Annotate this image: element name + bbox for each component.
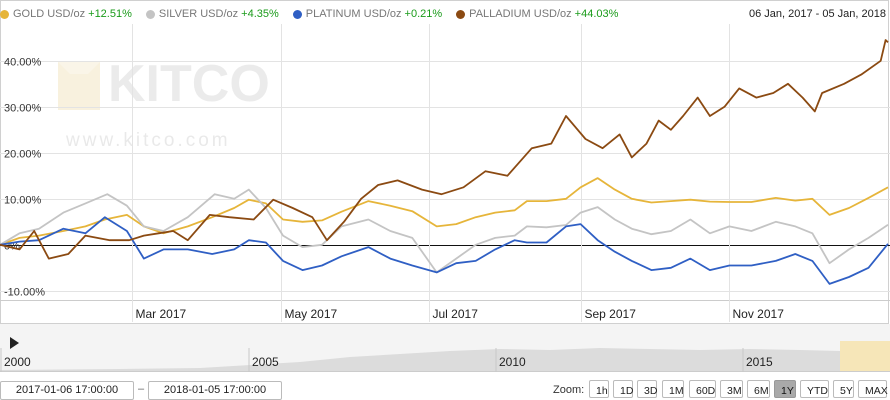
legend-name-platinum: PLATINUM USD/oz (305, 8, 402, 20)
series-line-platinum[interactable] (0, 216, 889, 285)
year-label-2000: 2000 (4, 355, 31, 369)
navigator-selection[interactable] (840, 341, 890, 372)
zoom-max-button[interactable]: MAX (858, 380, 888, 398)
legend: GOLD USD/oz +12.51% SILVER USD/oz +4.35%… (0, 4, 632, 24)
legend-item-silver[interactable]: SILVER USD/oz +4.35% (145, 8, 279, 20)
legend-change-gold: +12.51% (88, 8, 132, 20)
date-range-label: 06 Jan, 2017 - 05 Jan, 2018 (749, 8, 886, 20)
x-tick-label: Jul 2017 (433, 307, 479, 321)
y-tick-label: 40.00% (4, 57, 42, 69)
legend-name-silver: SILVER USD/oz (158, 8, 239, 20)
plot-frame (0, 0, 889, 324)
kitco-watermark: KITCO www.kitco.com (58, 55, 270, 151)
navigator-year-tick-2005: 2005 (248, 348, 279, 372)
legend-change-silver: +4.35% (241, 8, 279, 20)
legend-item-platinum[interactable]: PLATINUM USD/oz +0.21% (292, 8, 443, 20)
zoom-1m-button[interactable]: 1M (662, 380, 684, 398)
x-tick-label: Nov 2017 (733, 307, 785, 321)
zoom-label: Zoom: (553, 384, 585, 396)
x-tick-label: Mar 2017 (136, 307, 187, 321)
zoom-6m-button[interactable]: 6M (747, 380, 770, 398)
x-tick-label: May 2017 (285, 307, 338, 321)
y-tick-label: 30.00% (4, 103, 42, 115)
date-to-input[interactable] (148, 381, 282, 400)
price-chart: KITCO www.kitco.com 40.00% 30.00% 20.00% 10… (0, 0, 890, 324)
kitco-url-text: www.kitco.com (65, 130, 231, 151)
zoom-1h-button[interactable]: 1h (589, 380, 609, 398)
kitco-brand-text: KITCO (108, 55, 270, 113)
zoom-3d-button[interactable]: 3D (637, 380, 657, 398)
navigator-area (0, 348, 890, 372)
play-icon[interactable] (10, 337, 19, 349)
platinum-dot-icon (292, 9, 302, 19)
zoom-1d-button[interactable]: 1D (613, 380, 633, 398)
zoom-60d-button[interactable]: 60D (689, 380, 716, 398)
legend-name-palladium: PALLADIUM USD/oz (469, 8, 572, 20)
silver-dot-icon (145, 9, 155, 19)
navigator-year-tick-2000: 2000 (0, 348, 31, 372)
year-label-2010: 2010 (499, 355, 526, 369)
y-tick-label: 10.00% (4, 195, 42, 207)
legend-item-palladium[interactable]: PALLADIUM USD/oz +44.03% (456, 8, 618, 20)
legend-change-platinum: +0.21% (404, 8, 443, 20)
gold-dot-icon (0, 9, 9, 19)
y-tick-label: -10.00% (4, 287, 45, 299)
navigator-year-tick-2015: 2015 (742, 348, 773, 372)
legend-item-gold[interactable]: GOLD USD/oz +12.51% (0, 8, 132, 20)
date-from-input[interactable] (0, 381, 134, 400)
year-label-2005: 2005 (252, 355, 279, 369)
date-separator: – (138, 383, 145, 395)
navigator-year-tick-2010: 2010 (495, 348, 526, 372)
series-line-palladium[interactable] (0, 39, 889, 260)
palladium-dot-icon (456, 9, 466, 19)
zoom-5y-button[interactable]: 5Y (833, 380, 854, 398)
series-line-gold[interactable] (0, 177, 889, 246)
zoom-3m-button[interactable]: 3M (720, 380, 743, 398)
kitco-logo-icon-top (58, 62, 100, 74)
legend-change-palladium: +44.03% (574, 8, 619, 20)
y-tick-label: 20.00% (4, 149, 42, 161)
x-tick-label: Sep 2017 (585, 307, 637, 321)
zoom-1y-button[interactable]: 1Y (774, 380, 796, 398)
year-label-2015: 2015 (746, 355, 773, 369)
legend-name-gold: GOLD USD/oz (13, 8, 86, 20)
zoom-ytd-button[interactable]: YTD (800, 380, 829, 398)
kitco-logo-icon (58, 62, 100, 110)
navigator[interactable]: 2000 2005 2010 2015 (0, 324, 890, 372)
series-line-silver[interactable] (0, 188, 889, 274)
